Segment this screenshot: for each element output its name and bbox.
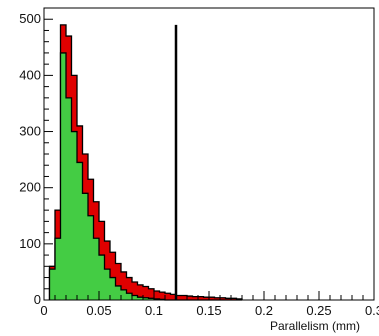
y-tick-label: 400 — [19, 67, 41, 82]
bar-series1-bin-1 — [55, 238, 61, 300]
bar-series0-bin-15 — [132, 282, 138, 300]
bar-series0-bin-25 — [187, 296, 193, 300]
bar-series1-bin-3 — [66, 97, 72, 300]
y-tick-label: 300 — [19, 124, 41, 139]
bar-series1-bin-17 — [143, 297, 149, 300]
x-tick-label: 0.2 — [255, 303, 273, 318]
bar-series1-bin-8 — [93, 238, 99, 300]
bar-series1-bin-15 — [132, 295, 138, 300]
bar-series1-bin-11 — [110, 277, 116, 300]
bar-series0-bin-11 — [110, 252, 116, 300]
bar-series1-bin-12 — [115, 285, 121, 300]
bar-series0-bin-20 — [159, 292, 165, 300]
bar-series0-bin-31 — [220, 297, 226, 300]
bar-series1-bin-10 — [104, 269, 110, 300]
bar-series0-bin-30 — [214, 297, 220, 300]
x-tick-label: 0.15 — [196, 303, 221, 318]
y-tick-label: 0 — [34, 292, 41, 307]
bar-series1-bin-7 — [88, 215, 94, 300]
series-green-bars — [48, 52, 242, 301]
bar-series1-bin-13 — [121, 289, 127, 300]
y-tick-label: 200 — [19, 180, 41, 195]
bar-series0-bin-19 — [154, 291, 160, 300]
bar-series1-bin-5 — [77, 162, 83, 300]
bar-series0-bin-32 — [225, 298, 231, 300]
x-axis-title: Parallelism (mm) — [270, 319, 360, 333]
x-tick-label: 0.05 — [86, 303, 111, 318]
bar-series0-bin-16 — [137, 284, 143, 300]
series0-outline — [48, 24, 243, 300]
x-axis: 0 0.05 0.1 0.15 0.2 0.25 0.3 — [40, 291, 379, 318]
bar-series0-bin-13 — [121, 271, 127, 300]
bar-series1-bin-16 — [137, 297, 143, 300]
x-tick-label: 0.25 — [306, 303, 331, 318]
bar-series0-bin-33 — [231, 298, 237, 300]
bar-series0-bin-24 — [181, 295, 187, 300]
x-tick-label: 0 — [40, 303, 47, 318]
bar-series1-bin-9 — [99, 255, 105, 300]
y-tick-label: 100 — [19, 236, 41, 251]
bar-series1-bin-6 — [82, 193, 88, 300]
bar-series0-bin-22 — [170, 294, 176, 300]
bar-series0-bin-21 — [165, 293, 171, 300]
bar-series0-bin-29 — [209, 297, 215, 300]
bar-series0-bin-23 — [176, 295, 182, 300]
bar-series1-bin-18 — [148, 298, 154, 300]
y-tick-label: 500 — [19, 11, 41, 26]
bar-series0-bin-14 — [126, 277, 132, 300]
bar-series1-bin-2 — [60, 52, 66, 300]
bar-series0-bin-28 — [203, 297, 209, 300]
x-tick-label: 0.1 — [145, 303, 163, 318]
bar-series1-bin-0 — [49, 269, 55, 300]
bar-series1-bin-4 — [71, 131, 77, 300]
bar-series0-bin-18 — [148, 288, 154, 300]
y-axis: 0 100 200 300 400 500 — [19, 7, 53, 307]
bar-series1-bin-14 — [126, 293, 132, 300]
bar-series0-bin-17 — [143, 286, 149, 300]
bar-series0-bin-12 — [115, 263, 121, 300]
bar-series0-bin-26 — [192, 296, 198, 300]
bar-series0-bin-27 — [198, 296, 204, 300]
x-tick-label: 0.3 — [365, 303, 379, 318]
